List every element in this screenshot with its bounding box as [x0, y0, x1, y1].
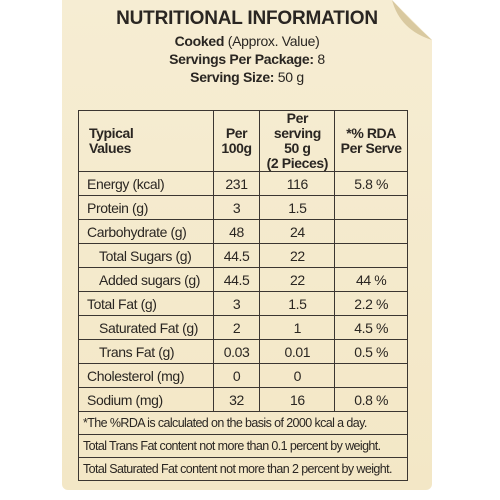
nutrient-value: 44 %	[334, 267, 408, 292]
nutrient-row: Protein (g) 3 1.5	[78, 195, 408, 220]
nutrient-value: 24	[259, 219, 336, 244]
nutrient-row: Sodium (mg) 32 16 0.8 %	[78, 387, 408, 412]
nutrient-value: 5.8 %	[334, 171, 408, 196]
nutrient-name: Cholesterol (mg)	[78, 363, 214, 388]
nutrient-value	[334, 195, 408, 220]
title: NUTRITIONAL INFORMATION	[116, 8, 378, 29]
nutrient-value: 3	[212, 195, 261, 220]
nutrient-value	[334, 363, 408, 388]
value: 8	[317, 51, 325, 67]
nutrient-value: 231	[212, 171, 261, 196]
header: NUTRITIONAL INFORMATION Cooked (Approx. …	[62, 6, 432, 86]
header-text: Per Serve	[340, 140, 402, 156]
nutrient-name: Sodium (mg)	[78, 387, 214, 412]
nutrient-value: 2.2 %	[334, 291, 408, 316]
header-row: Typical Values Per 100g Per serving 50 g (2 Pi…	[78, 110, 408, 172]
footnote: Total Saturated Fat content not more tha…	[78, 457, 408, 481]
nutrient-name: Saturated Fat (g)	[78, 315, 214, 340]
label: Cooked	[174, 33, 225, 49]
header-text: Values	[89, 140, 131, 156]
footnote-row: Total Saturated Fat content not more tha…	[78, 457, 408, 481]
column-header: *% RDA Per Serve	[334, 110, 408, 172]
nutrient-row: Cholesterol (mg) 0 0	[78, 363, 408, 388]
value: 50 g	[277, 69, 304, 85]
nutrient-value: 3	[212, 291, 261, 316]
nutrient-value: 44.5	[212, 267, 261, 292]
nutrient-value: 1	[259, 315, 336, 340]
page-curl	[392, 0, 432, 40]
header-line: Servings Per Package: 8	[62, 50, 432, 68]
nutrient-row: Saturated Fat (g) 2 1 4.5 %	[78, 315, 408, 340]
nutrient-value: 0.5 %	[334, 339, 408, 364]
nutrient-value: 0	[259, 363, 336, 388]
value: (Approx. Value)	[227, 33, 320, 49]
nutrient-row: Added sugars (g) 44.5 22 44 %	[78, 267, 408, 292]
nutrient-name: Total Sugars (g)	[78, 243, 214, 268]
header-text: (2 Pieces)	[266, 155, 329, 171]
footnote-row: Total Trans Fat content not more than 0.…	[78, 434, 408, 458]
footnote: Total Trans Fat content not more than 0.…	[78, 434, 408, 458]
nutrient-value: 116	[259, 171, 336, 196]
column-header: Per serving 50 g (2 Pieces)	[259, 110, 336, 172]
footnote-row: *The %RDA is calculated on the basis of …	[78, 411, 408, 435]
header-text: Per serving	[273, 110, 321, 141]
nutrient-row: Total Fat (g) 3 1.5 2.2 %	[78, 291, 408, 316]
nutrient-row: Carbohydrate (g) 48 24	[78, 219, 408, 244]
header-text: 50 g	[284, 140, 311, 156]
nutrient-value: 22	[259, 267, 336, 292]
nutrient-row: Trans Fat (g) 0.03 0.01 0.5 %	[78, 339, 408, 364]
nutrient-name: Protein (g)	[78, 195, 214, 220]
nutrient-name: Total Fat (g)	[78, 291, 214, 316]
nutrient-row: Energy (kcal) 231 116 5.8 %	[78, 171, 408, 196]
nutrient-name: Added sugars (g)	[78, 267, 214, 292]
column-header: Per 100g	[212, 110, 261, 172]
nutrient-value: 22	[259, 243, 336, 268]
nutrient-value: 44.5	[212, 243, 261, 268]
label: Serving Size:	[190, 69, 275, 85]
nutrient-row: Total Sugars (g) 44.5 22	[78, 243, 408, 268]
column-header: Typical Values	[78, 110, 214, 172]
nutrient-value: 16	[259, 387, 336, 412]
nutrient-value: 0.8 %	[334, 387, 408, 412]
nutrient-value: 1.5	[259, 195, 336, 220]
nutrient-value	[334, 219, 408, 244]
nutrient-value: 32	[212, 387, 261, 412]
nutrient-value: 0.03	[212, 339, 261, 364]
label: Servings Per Package:	[169, 51, 314, 67]
nutrient-value: 0	[212, 363, 261, 388]
nutrient-name: Carbohydrate (g)	[78, 219, 214, 244]
curl-cut	[392, 0, 432, 40]
nutrient-value: 4.5 %	[334, 315, 408, 340]
nutrient-value: 0.01	[259, 339, 336, 364]
header-line: Cooked (Approx. Value)	[62, 32, 432, 50]
table-body: Energy (kcal) 231 116 5.8 % Protein (g) 3 1.5 C…	[78, 171, 408, 481]
header-text: Per	[225, 125, 248, 141]
nutrient-value: 1.5	[259, 291, 336, 316]
nutrient-name: Trans Fat (g)	[78, 339, 214, 364]
header-text: 100g	[221, 140, 252, 156]
header-text: *% RDA	[346, 125, 396, 141]
nutrient-value: 2	[212, 315, 261, 340]
nutrition-table: Typical Values Per 100g Per serving 50 g (2 Pi…	[78, 110, 408, 481]
nutrient-value	[334, 243, 408, 268]
header-text: Typical	[89, 125, 134, 141]
nutrient-name: Energy (kcal)	[78, 171, 214, 196]
header-line: Serving Size: 50 g	[62, 68, 432, 86]
nutrient-value: 48	[212, 219, 261, 244]
footnote: *The %RDA is calculated on the basis of …	[78, 411, 408, 435]
